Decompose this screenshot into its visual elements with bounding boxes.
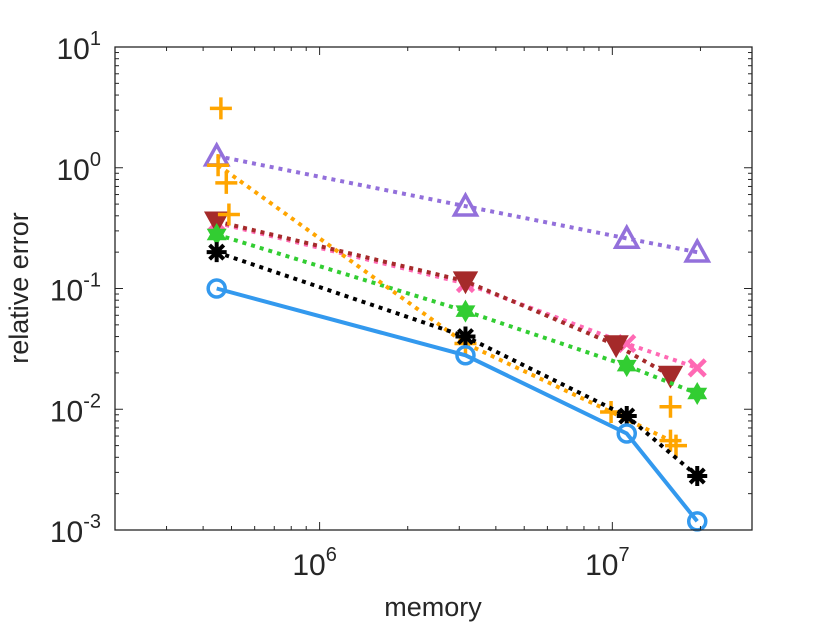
series-8 <box>206 278 708 532</box>
data-point-hexagram <box>206 223 227 247</box>
x-axis-title: memory <box>384 592 482 622</box>
series-line <box>216 154 698 255</box>
series-7 <box>206 242 708 487</box>
series-6 <box>209 97 687 457</box>
data-point-plus <box>659 429 682 452</box>
data-point-asterisk <box>616 405 637 426</box>
x-tick-label: 107 <box>585 544 630 582</box>
x-tick-label: 106 <box>292 544 337 582</box>
series-line <box>216 250 699 478</box>
data-point-triangle-down <box>657 365 684 389</box>
data-point-asterisk <box>687 466 708 487</box>
data-point-triangle-up <box>683 237 712 263</box>
series-4 <box>206 223 708 406</box>
y-tick-label: 10-2 <box>50 390 101 428</box>
data-point-triangle-up <box>451 191 480 217</box>
data-point-triangle-down <box>603 335 629 359</box>
data-point-x <box>687 358 707 378</box>
data-point-plus <box>207 154 230 177</box>
data-point-circle <box>455 345 476 366</box>
axes-layer: 106 107 101 100 10-1 10-2 10-3 <box>50 28 753 582</box>
data-point-plus <box>664 434 687 457</box>
series-3 <box>203 211 684 389</box>
y-tick-label: 10-3 <box>50 511 101 549</box>
data-point-plus <box>215 171 238 194</box>
minor-ticks <box>114 46 753 531</box>
data-point-plus <box>217 203 240 226</box>
y-tick-label: 10-1 <box>50 270 101 308</box>
y-tick-label: 100 <box>57 149 102 187</box>
data-point-triangle-up <box>612 223 641 249</box>
data-point-plus <box>209 97 232 120</box>
data-point-circle <box>206 278 227 299</box>
data-point-triangle-down <box>203 211 230 235</box>
data-point-asterisk <box>206 242 227 263</box>
y-axis-title: relative error <box>4 212 34 364</box>
data-point-asterisk <box>455 326 476 347</box>
series-layer <box>202 97 712 532</box>
data-point-circle <box>616 423 637 444</box>
data-point-hexagram <box>687 382 708 406</box>
data-point-plus <box>659 395 682 418</box>
data-point-triangle-down <box>452 271 479 295</box>
series-line <box>216 286 699 523</box>
y-tick-label: 101 <box>57 28 102 66</box>
data-point-hexagram <box>455 299 476 323</box>
series-line <box>216 232 698 396</box>
series-line <box>216 219 672 378</box>
plot-background <box>115 47 752 530</box>
data-point-hexagram <box>616 354 637 378</box>
